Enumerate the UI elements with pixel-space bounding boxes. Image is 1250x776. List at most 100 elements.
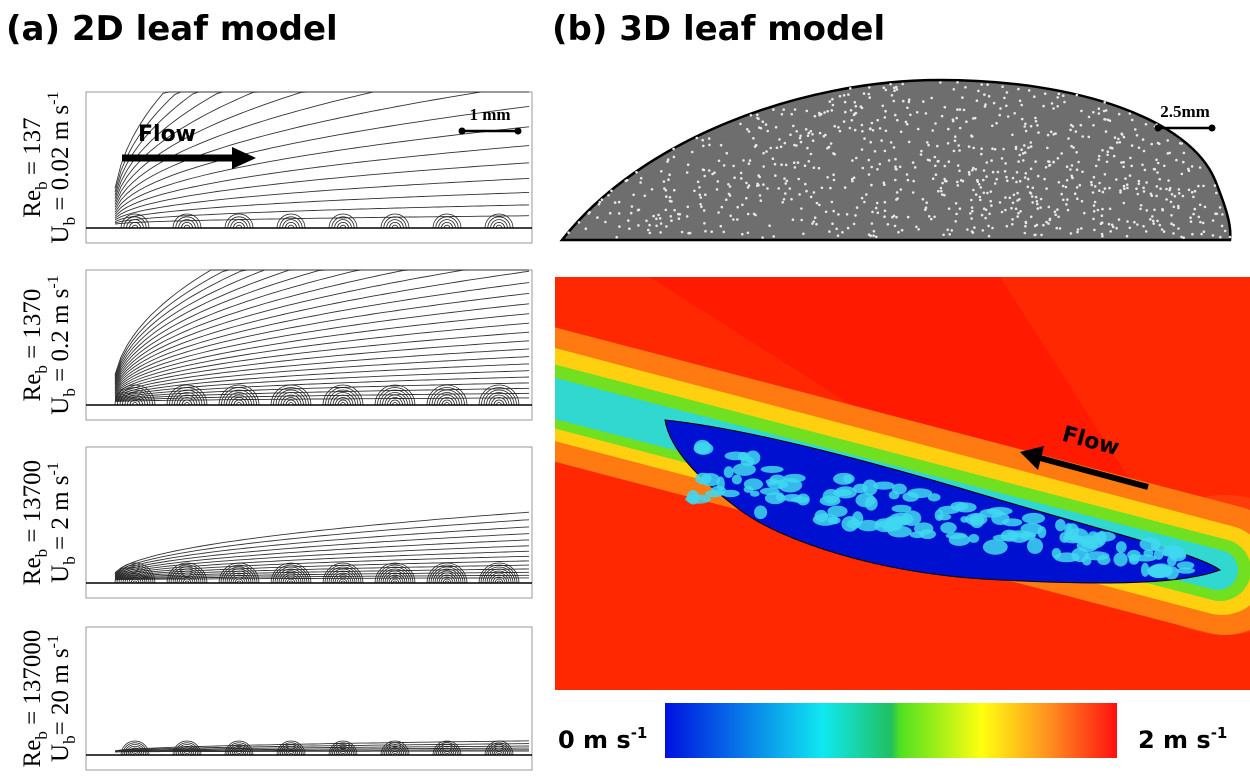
stoma [876, 211, 880, 215]
contour [336, 576, 350, 584]
stoma [1092, 217, 1095, 221]
stoma [811, 139, 815, 142]
stoma [930, 217, 933, 221]
stoma [1066, 198, 1069, 201]
stoma [567, 231, 570, 234]
stoma [766, 129, 769, 133]
stoma [883, 215, 886, 218]
stoma [800, 218, 803, 222]
stoma [855, 206, 859, 209]
contour [232, 576, 246, 584]
stoma [672, 155, 676, 159]
blob [1129, 555, 1138, 562]
stoma [979, 186, 983, 189]
contour [338, 578, 348, 584]
stoma [1066, 208, 1070, 212]
contour [328, 213, 358, 229]
contour [129, 749, 141, 756]
stoma [1199, 220, 1202, 224]
stoma [783, 177, 786, 180]
stoma [1023, 151, 1027, 154]
contour [426, 562, 468, 584]
contour [389, 399, 401, 406]
stoma [1093, 228, 1096, 232]
contour [228, 572, 250, 584]
blob [740, 456, 755, 467]
stoma [741, 203, 744, 207]
stoma [970, 217, 973, 220]
blob [872, 481, 895, 490]
subscript: b [60, 388, 79, 397]
stoma [1117, 112, 1121, 116]
stoma [1072, 146, 1075, 149]
contour [168, 564, 206, 584]
stoma [807, 160, 811, 163]
stoma [1103, 173, 1107, 176]
stoma [1202, 184, 1205, 188]
panel-frame [85, 626, 533, 771]
contour [330, 570, 356, 584]
stoma [756, 113, 759, 117]
contour [122, 570, 148, 584]
stoma [982, 207, 986, 210]
stoma [884, 109, 887, 113]
stoma [861, 166, 865, 170]
stoma [1017, 211, 1020, 215]
contour [384, 744, 406, 756]
stoma [922, 100, 925, 103]
stoma [680, 230, 684, 234]
text: U [47, 397, 74, 415]
contour [434, 570, 460, 584]
stoma [1192, 195, 1195, 199]
stoma [966, 228, 969, 231]
stoma [968, 173, 971, 176]
stoma [897, 230, 900, 234]
stoma [677, 212, 680, 216]
blob [1020, 522, 1043, 535]
stoma [1057, 92, 1061, 96]
contour [124, 744, 146, 756]
stoma [931, 177, 935, 180]
stoma [826, 176, 829, 179]
text: U [47, 225, 74, 243]
stoma [617, 200, 621, 204]
stoma [812, 166, 816, 169]
stoma [1117, 218, 1121, 221]
scale-end [514, 127, 522, 135]
stoma [905, 173, 909, 176]
stoma [985, 161, 989, 164]
stoma [989, 190, 993, 193]
stoma [624, 179, 628, 183]
stoma [1081, 135, 1084, 138]
stoma [1149, 218, 1152, 221]
stoma [859, 105, 863, 108]
stoma [977, 183, 981, 186]
contour [328, 740, 358, 756]
stoma [941, 181, 944, 185]
stoma [1107, 222, 1111, 226]
stoma [1101, 190, 1105, 194]
blob [968, 533, 980, 543]
stoma [1096, 208, 1100, 212]
stoma [1152, 222, 1155, 225]
contour [218, 562, 260, 584]
contour [334, 574, 352, 584]
stoma [812, 191, 816, 194]
contour [127, 747, 143, 756]
stoma [895, 215, 898, 219]
stoma [766, 187, 769, 190]
stoma [987, 94, 991, 98]
stoma [1031, 186, 1035, 190]
stoma [860, 148, 864, 151]
stoma [759, 199, 763, 202]
stoma [1202, 230, 1206, 233]
stoma [1034, 233, 1037, 237]
text: = 1370 [19, 289, 46, 366]
stoma [878, 127, 882, 130]
stoma [1024, 224, 1027, 228]
stoma [980, 152, 983, 156]
stoma [668, 196, 672, 199]
contour [181, 399, 193, 406]
streamline [114, 313, 530, 393]
stoma [732, 218, 735, 221]
